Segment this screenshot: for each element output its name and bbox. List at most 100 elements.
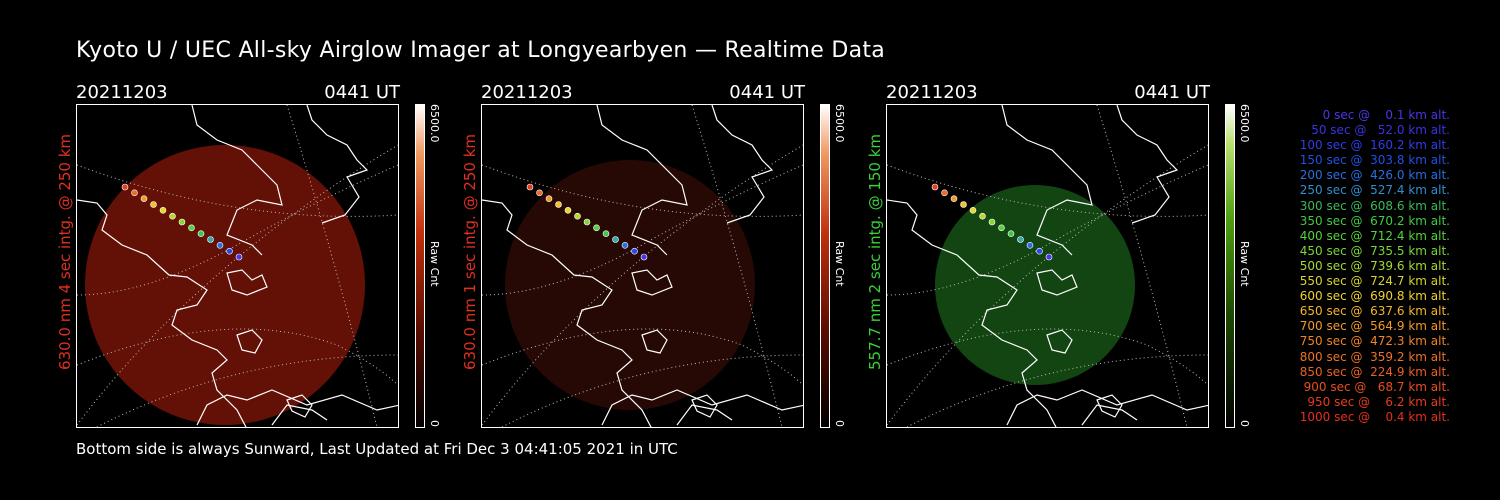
track-point [631, 247, 638, 255]
legend-entry: 950 sec @ 6.2 km alt. [1303, 394, 1450, 409]
airglow-field [935, 185, 1135, 385]
coastline [641, 329, 718, 418]
track-point [121, 183, 129, 191]
coastline [1081, 404, 1138, 426]
colorbar [415, 104, 425, 428]
legend-entry: 450 sec @ 735.5 km alt. [1295, 243, 1450, 258]
imager-panel-2: 20211203 0441 UT [481, 82, 830, 428]
colorbar-min-label: 0 [833, 420, 846, 427]
colorbar-max-label: 6500.0 [428, 104, 441, 143]
coastline [711, 105, 774, 224]
track-point [197, 230, 205, 237]
graticule-line [1096, 105, 1188, 427]
track-point [207, 236, 214, 243]
footer-update-note: Bottom side is always Sunward, Last Upda… [76, 440, 678, 458]
time-altitude-legend: 0 sec @ 0.1 km alt. 50 sec @ 52.0 km alt… [1250, 108, 1450, 425]
coastline [1046, 329, 1123, 418]
colorbar-unit-label: Raw Cnt [833, 241, 846, 287]
track-point [131, 189, 138, 197]
coastline [631, 269, 673, 296]
coastline [887, 199, 1057, 427]
track-point [526, 183, 534, 191]
imager-panel-3: 20211203 0441 UT [886, 82, 1235, 428]
coastline [191, 105, 283, 256]
panel-2-wavelength-label: 630.0 nm 1 sec intg. @ 250 km [461, 133, 479, 370]
airglow-field [85, 145, 365, 425]
coastline [271, 404, 328, 426]
legend-entry: 500 sec @ 739.6 km alt. [1295, 258, 1450, 273]
graticule-line [482, 164, 803, 217]
track-point [593, 224, 600, 232]
graticule-line [906, 354, 1208, 427]
legend-entry: 600 sec @ 690.8 km alt. [1295, 289, 1450, 304]
track-point [1007, 230, 1015, 237]
graticule-line [482, 328, 803, 386]
track-point [178, 218, 186, 226]
legend-entry: 850 sec @ 224.9 km alt. [1295, 364, 1450, 379]
coastline [1001, 105, 1093, 256]
legend-entry: 800 sec @ 359.2 km alt. [1295, 349, 1450, 364]
allsky-map [76, 104, 399, 428]
panel-time: 0441 UT [729, 82, 805, 103]
panel-date: 20211203 [76, 82, 168, 103]
track-point [960, 201, 967, 208]
coastline [596, 105, 688, 256]
colorbar-min-label: 0 [428, 420, 441, 427]
panel-3-wavelength-label: 557.7 nm 2 sec intg. @ 150 km [866, 133, 884, 370]
panel-date: 20211203 [481, 82, 573, 103]
panel-time: 0441 UT [1134, 82, 1210, 103]
legend-entry: 1000 sec @ 0.4 km alt. [1299, 409, 1450, 424]
coastline [482, 199, 652, 427]
track-point [545, 195, 553, 202]
legend-entry: 100 sec @ 160.2 km alt. [1295, 138, 1450, 153]
graticule-line [887, 328, 1208, 386]
coastline [1036, 269, 1078, 296]
legend-entry: 650 sec @ 637.6 km alt. [1295, 304, 1450, 319]
colorbar-unit-label: Raw Cnt [428, 241, 441, 287]
graticule-line [691, 105, 783, 427]
graticule-line [887, 164, 1208, 217]
track-point [188, 224, 195, 232]
panel-date: 20211203 [886, 82, 978, 103]
track-point [1045, 253, 1053, 261]
page-title: Kyoto U / UEC All-sky Airglow Imager at … [76, 38, 886, 63]
track-point [969, 207, 977, 214]
legend-entry: 300 sec @ 608.6 km alt. [1295, 198, 1450, 213]
track-point [536, 189, 543, 197]
coastline [1006, 389, 1208, 426]
legend-entry: 250 sec @ 527.4 km alt. [1295, 183, 1450, 198]
coastline [306, 105, 369, 224]
legend-entry: 350 sec @ 670.2 km alt. [1295, 213, 1450, 228]
track-point [1036, 247, 1043, 255]
legend-entry: 400 sec @ 712.4 km alt. [1295, 228, 1450, 243]
track-point [169, 212, 176, 220]
graticule-line [77, 164, 398, 217]
legend-entry: 150 sec @ 303.8 km alt. [1295, 153, 1450, 168]
track-point [226, 247, 233, 255]
track-point [564, 207, 572, 214]
track-point [988, 218, 996, 226]
panel-time: 0441 UT [324, 82, 400, 103]
coastline [196, 389, 398, 426]
track-point [941, 189, 948, 197]
coastline [601, 389, 803, 426]
track-point [1026, 242, 1034, 249]
track-point [583, 218, 591, 226]
legend-entry: 50 sec @ 52.0 km alt. [1303, 123, 1450, 138]
legend-entry: 900 sec @ 68.7 km alt. [1299, 379, 1450, 394]
track-point [602, 230, 610, 237]
coastline [236, 329, 313, 418]
legend-entry: 750 sec @ 472.3 km alt. [1295, 334, 1450, 349]
allsky-map [481, 104, 804, 428]
track-point [555, 201, 562, 208]
track-point [216, 242, 224, 249]
track-point [159, 207, 167, 214]
colorbar [820, 104, 830, 428]
coastline [676, 404, 733, 426]
panel-1-wavelength-label: 630.0 nm 4 sec intg. @ 250 km [56, 133, 74, 370]
legend-entry: 200 sec @ 426.0 km alt. [1295, 168, 1450, 183]
graticule-line [96, 354, 398, 427]
colorbar [1225, 104, 1235, 428]
imager-panel-1: 20211203 0441 UT [76, 82, 425, 428]
coastline [77, 199, 247, 427]
